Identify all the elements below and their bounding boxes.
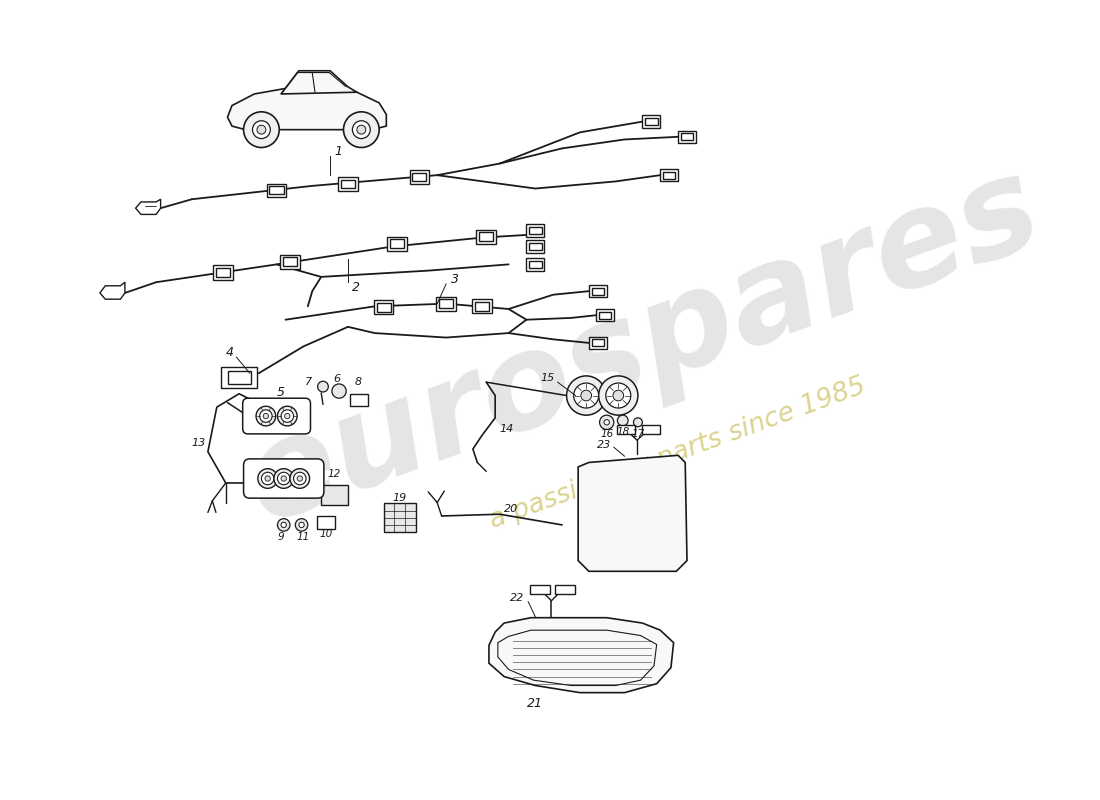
Text: 14: 14 bbox=[499, 425, 514, 434]
Circle shape bbox=[265, 476, 271, 481]
Circle shape bbox=[285, 414, 290, 418]
Circle shape bbox=[566, 376, 606, 415]
Text: 10: 10 bbox=[319, 529, 332, 539]
Polygon shape bbox=[228, 85, 386, 130]
Circle shape bbox=[617, 415, 628, 426]
Polygon shape bbox=[527, 258, 544, 270]
Circle shape bbox=[257, 126, 266, 134]
Circle shape bbox=[295, 518, 308, 531]
Polygon shape bbox=[338, 178, 358, 190]
Circle shape bbox=[574, 383, 598, 408]
Polygon shape bbox=[437, 297, 455, 310]
Text: 11: 11 bbox=[297, 531, 310, 542]
Circle shape bbox=[257, 469, 277, 488]
Text: 21: 21 bbox=[527, 697, 543, 710]
Polygon shape bbox=[556, 585, 574, 594]
Polygon shape bbox=[476, 230, 496, 244]
Circle shape bbox=[262, 472, 274, 485]
Circle shape bbox=[297, 476, 302, 481]
Circle shape bbox=[253, 121, 271, 138]
Polygon shape bbox=[321, 485, 348, 506]
Polygon shape bbox=[530, 585, 550, 594]
Circle shape bbox=[280, 522, 286, 527]
Text: 9: 9 bbox=[277, 531, 285, 542]
Circle shape bbox=[277, 518, 290, 531]
Circle shape bbox=[598, 376, 638, 415]
Text: 16: 16 bbox=[601, 429, 614, 439]
Polygon shape bbox=[527, 224, 544, 237]
Circle shape bbox=[332, 384, 346, 398]
Text: 1: 1 bbox=[334, 146, 342, 158]
Text: 7: 7 bbox=[305, 377, 312, 387]
Polygon shape bbox=[642, 425, 660, 434]
Text: 22: 22 bbox=[510, 593, 525, 603]
FancyBboxPatch shape bbox=[243, 459, 323, 498]
Text: 17: 17 bbox=[631, 429, 645, 439]
Polygon shape bbox=[221, 367, 257, 389]
Polygon shape bbox=[387, 237, 407, 251]
Text: 18: 18 bbox=[616, 427, 629, 437]
Circle shape bbox=[581, 390, 592, 401]
Polygon shape bbox=[678, 130, 696, 143]
Circle shape bbox=[277, 406, 297, 426]
Polygon shape bbox=[588, 285, 607, 298]
Text: 2: 2 bbox=[352, 281, 361, 294]
Polygon shape bbox=[267, 184, 286, 197]
Circle shape bbox=[634, 418, 642, 426]
Polygon shape bbox=[596, 309, 614, 322]
Polygon shape bbox=[135, 199, 161, 214]
Polygon shape bbox=[527, 240, 544, 253]
Circle shape bbox=[343, 112, 379, 147]
Polygon shape bbox=[588, 337, 607, 349]
Polygon shape bbox=[384, 503, 416, 532]
Text: a passion for parts since 1985: a passion for parts since 1985 bbox=[486, 373, 870, 534]
Circle shape bbox=[604, 420, 609, 425]
Text: eurospares: eurospares bbox=[229, 144, 1056, 549]
Text: 4: 4 bbox=[226, 346, 234, 359]
Polygon shape bbox=[280, 70, 356, 94]
Text: 5: 5 bbox=[277, 386, 285, 399]
Polygon shape bbox=[660, 169, 678, 182]
Polygon shape bbox=[213, 266, 233, 279]
Polygon shape bbox=[472, 299, 492, 314]
Circle shape bbox=[294, 472, 306, 485]
Polygon shape bbox=[317, 516, 334, 530]
Polygon shape bbox=[488, 618, 673, 693]
Text: 15: 15 bbox=[541, 373, 556, 382]
FancyBboxPatch shape bbox=[243, 398, 310, 434]
Text: 6: 6 bbox=[333, 374, 341, 385]
Text: 8: 8 bbox=[355, 377, 362, 387]
Circle shape bbox=[600, 415, 614, 430]
Circle shape bbox=[299, 522, 305, 527]
Text: 12: 12 bbox=[328, 469, 341, 478]
Circle shape bbox=[606, 383, 630, 408]
Text: 13: 13 bbox=[191, 438, 206, 448]
Polygon shape bbox=[350, 394, 367, 406]
Circle shape bbox=[280, 410, 294, 422]
Circle shape bbox=[256, 406, 276, 426]
Circle shape bbox=[290, 469, 309, 488]
Circle shape bbox=[274, 469, 294, 488]
Polygon shape bbox=[374, 300, 394, 314]
Text: 19: 19 bbox=[393, 494, 407, 503]
Circle shape bbox=[280, 476, 286, 481]
Text: 20: 20 bbox=[504, 504, 518, 514]
Circle shape bbox=[277, 472, 290, 485]
Circle shape bbox=[356, 126, 366, 134]
Text: 23: 23 bbox=[597, 440, 612, 450]
Circle shape bbox=[263, 414, 268, 418]
Circle shape bbox=[352, 121, 371, 138]
Circle shape bbox=[260, 410, 272, 422]
Polygon shape bbox=[100, 282, 125, 299]
Polygon shape bbox=[579, 455, 688, 571]
Polygon shape bbox=[617, 425, 636, 434]
Polygon shape bbox=[409, 170, 429, 184]
Polygon shape bbox=[280, 254, 300, 269]
Polygon shape bbox=[642, 115, 660, 128]
Circle shape bbox=[613, 390, 624, 401]
Text: 3: 3 bbox=[451, 273, 459, 286]
Circle shape bbox=[318, 382, 328, 392]
Circle shape bbox=[243, 112, 279, 147]
